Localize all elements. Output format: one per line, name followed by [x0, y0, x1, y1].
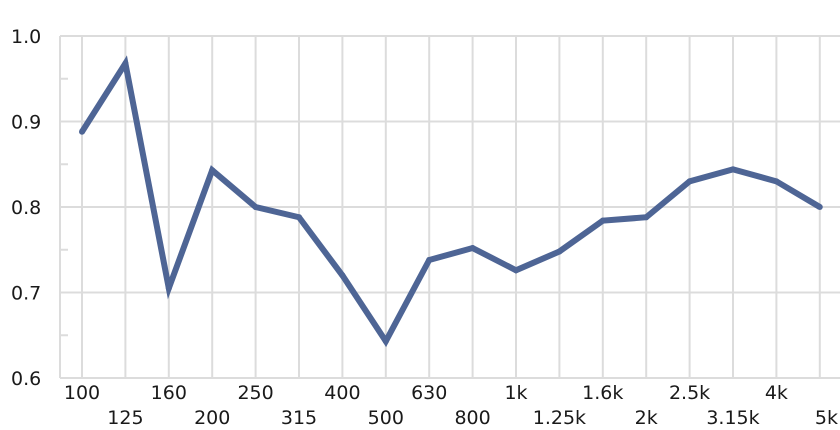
- data-point: [252, 204, 259, 210]
- data-point: [816, 204, 823, 210]
- data-point: [730, 166, 736, 173]
- series-layer: [79, 55, 823, 348]
- x-axis-ticks: 100 125 160 200 250 315 400 500 630 800 1k 1.25k 1.6…: [64, 382, 838, 429]
- y-tick-label: 0.7: [11, 283, 41, 305]
- x-tick-label: 400: [324, 382, 360, 404]
- data-point: [426, 257, 433, 264]
- x-tick-label: 1k: [504, 382, 527, 404]
- series-line: [79, 55, 822, 348]
- data-point: [513, 267, 519, 274]
- data-point: [209, 167, 216, 174]
- x-tick-label: 100: [64, 382, 100, 404]
- x-tick-label: 630: [411, 382, 447, 404]
- y-tick-label: 0.9: [11, 112, 41, 134]
- data-point: [382, 338, 389, 345]
- x-tick-label: 800: [454, 407, 490, 429]
- y-tick-label: 0.8: [11, 197, 41, 219]
- data-point: [599, 217, 606, 224]
- x-tick-label: 250: [237, 382, 273, 404]
- data-point: [122, 60, 129, 67]
- y-tick-label: 0.6: [11, 368, 41, 390]
- grid: [59, 35, 840, 379]
- data-point: [556, 248, 563, 255]
- x-tick-label: 160: [151, 382, 187, 404]
- x-tick-label: 315: [281, 407, 317, 429]
- x-tick-label: 2.5k: [669, 382, 710, 404]
- x-tick-label: 1.25k: [533, 407, 586, 429]
- data-point: [79, 128, 85, 135]
- data-point: [643, 214, 650, 221]
- x-tick-label: 5k: [815, 407, 838, 429]
- x-tick-label: 2k: [635, 407, 658, 429]
- data-point: [339, 272, 346, 279]
- x-tick-label: 500: [368, 407, 404, 429]
- data-point: [165, 285, 172, 292]
- data-point: [296, 214, 302, 221]
- data-point: [686, 178, 693, 185]
- y-tick-label: 1.0: [11, 26, 41, 48]
- x-tick-label: 3.15k: [706, 407, 759, 429]
- x-tick-label: 4k: [765, 382, 788, 404]
- x-tick-label: 125: [107, 407, 143, 429]
- x-tick-label: 200: [194, 407, 230, 429]
- data-point: [773, 178, 780, 185]
- y-axis-ticks: 0.6 0.7 0.8 0.9 1.0: [11, 26, 41, 390]
- x-tick-label: 1.6k: [582, 382, 623, 404]
- data-point: [469, 245, 476, 252]
